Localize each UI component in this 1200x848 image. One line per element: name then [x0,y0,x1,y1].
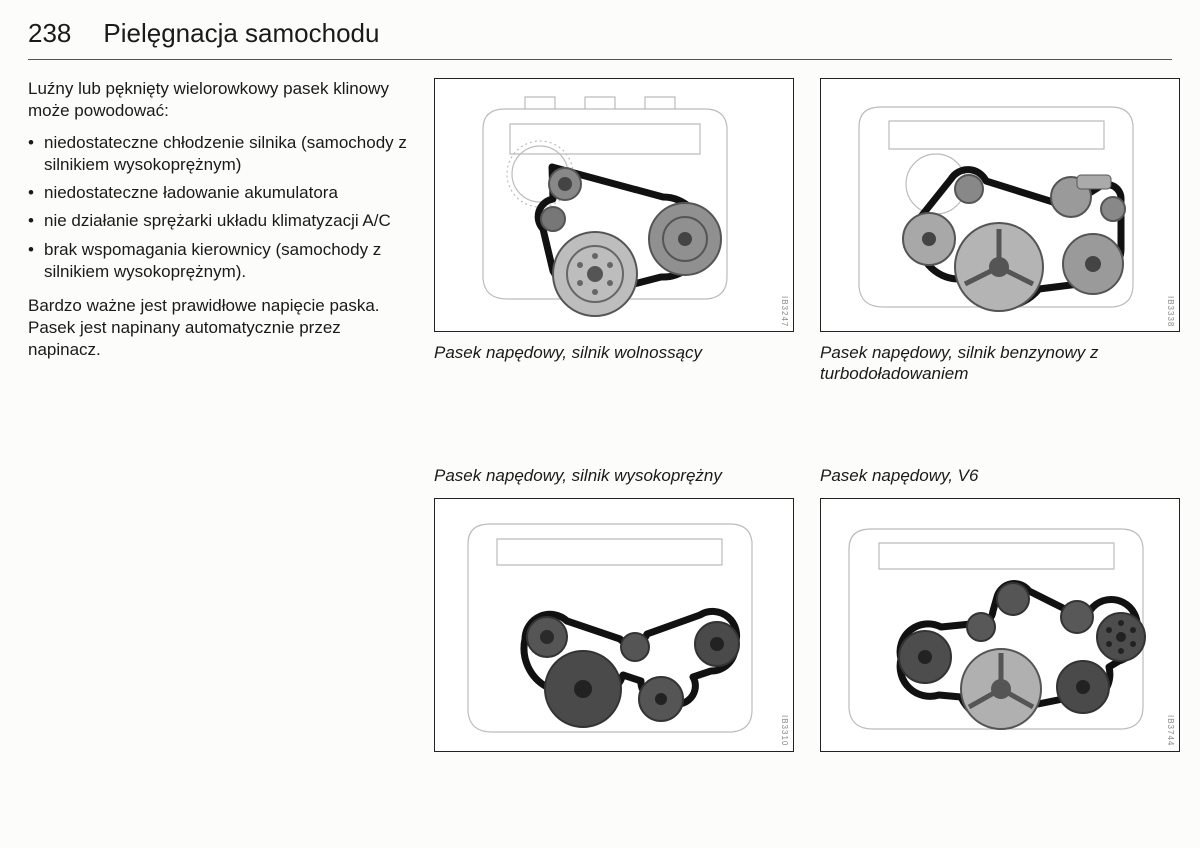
page-number: 238 [28,18,71,49]
page-header: 238 Pielęgnacja samochodu [28,18,1172,60]
text-column: Luźny lub pęknięty wielorowkowy pasek kl… [28,78,408,385]
engine-diagram-icon [435,79,794,332]
outro-text: Bardzo ważne jest prawidłowe napięcie pa… [28,295,408,361]
bullet-item: nie działanie sprężarki układu klimatyza… [28,210,408,232]
figure-caption: Pasek napędowy, silnik wolnossący [434,342,794,363]
figure-id: IB3338 [1166,296,1175,327]
engine-diagram-box: IB3310 [434,498,794,752]
figure-bottom-right: Pasek napędowy, V6 [820,465,1180,752]
engine-diagram-box: IB3338 [820,78,1180,332]
figure-id: IB3310 [780,715,789,746]
bullet-item: niedostateczne chłodzenie silnika (samoc… [28,132,408,176]
engine-diagram-box: IB3247 [434,78,794,332]
intro-text: Luźny lub pęknięty wielorowkowy pasek kl… [28,78,408,122]
engine-diagram-icon [821,79,1180,332]
engine-diagram-box: IB3744 [820,498,1180,752]
figure-top-right: IB3338 Pasek napędowy, silnik benzynowy … [820,78,1180,385]
figure-caption: Pasek napędowy, silnik benzynowy z turbo… [820,342,1180,385]
bullet-item: brak wspomagania kierownicy (samochody z… [28,239,408,283]
figure-bottom-left: Pasek napędowy, silnik wysokoprężny [434,465,794,752]
figure-id: IB3247 [780,296,789,327]
figure-caption: Pasek napędowy, silnik wysokoprężny [434,465,794,486]
spacer [28,465,408,752]
figure-caption: Pasek napędowy, V6 [820,465,1180,486]
engine-diagram-icon [821,499,1180,752]
page-layout: Luźny lub pęknięty wielorowkowy pasek kl… [28,78,1172,752]
bullet-item: niedostateczne ładowanie akumulatora [28,182,408,204]
figure-id: IB3744 [1166,715,1175,746]
bullet-list: niedostateczne chłodzenie silnika (samoc… [28,132,408,283]
section-title: Pielęgnacja samochodu [103,18,379,49]
engine-diagram-icon [435,499,794,752]
figure-top-left: IB3247 Pasek napędowy, silnik wolnossący [434,78,794,385]
